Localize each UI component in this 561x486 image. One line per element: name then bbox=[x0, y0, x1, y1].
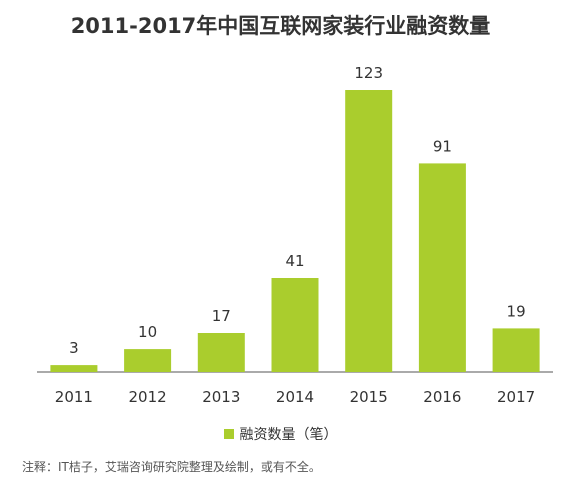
x-tick-label-2012: 2012 bbox=[129, 388, 167, 406]
bar-2013 bbox=[197, 333, 245, 372]
bar-2015 bbox=[345, 90, 393, 372]
bar-2012 bbox=[124, 349, 172, 372]
bar-2017 bbox=[492, 328, 540, 372]
x-tick-label-2014: 2014 bbox=[276, 388, 314, 406]
bar-2016 bbox=[418, 163, 466, 372]
legend-label: 融资数量（笔） bbox=[239, 427, 338, 443]
chart-legend: 融资数量（笔） bbox=[0, 424, 561, 444]
data-label-2016: 91 bbox=[433, 137, 452, 155]
x-tick-label-2016: 2016 bbox=[423, 388, 461, 406]
x-tick-label-2015: 2015 bbox=[350, 388, 388, 406]
chart-title: 2011-2017年中国互联网家装行业融资数量 bbox=[70, 14, 491, 38]
data-label-2013: 17 bbox=[212, 307, 231, 325]
x-tick-label-2013: 2013 bbox=[202, 388, 240, 406]
data-label-2011: 3 bbox=[69, 339, 79, 357]
x-tick-label-2017: 2017 bbox=[497, 388, 535, 406]
legend-swatch bbox=[223, 429, 234, 439]
data-label-2014: 41 bbox=[285, 252, 304, 270]
source-note: 注释：IT桔子，艾瑞咨询研究院整理及绘制，或有不全。 bbox=[22, 460, 321, 474]
bar-2011 bbox=[50, 365, 98, 372]
bar-2014 bbox=[271, 278, 319, 372]
data-label-2012: 10 bbox=[138, 323, 157, 341]
data-label-2015: 123 bbox=[354, 64, 383, 82]
data-label-2017: 19 bbox=[507, 302, 526, 320]
x-tick-label-2011: 2011 bbox=[55, 388, 93, 406]
